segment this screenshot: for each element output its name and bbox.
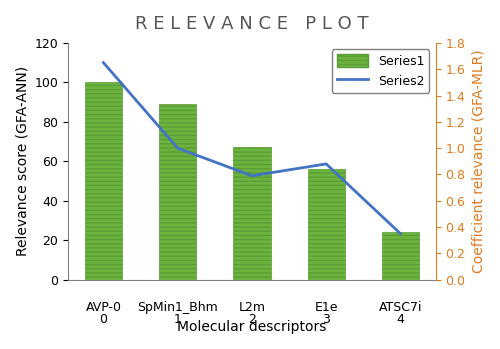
Text: E1e: E1e	[314, 302, 338, 314]
Text: 0: 0	[100, 313, 108, 326]
Bar	[159, 104, 196, 280]
Text: 2: 2	[248, 313, 256, 326]
X-axis label: Molecular descriptors: Molecular descriptors	[177, 320, 326, 334]
Text: L2m: L2m	[238, 302, 266, 314]
Text: 1: 1	[174, 313, 182, 326]
Bar	[234, 148, 270, 280]
Legend: Series1, Series2: Series1, Series2	[332, 49, 430, 92]
Text: 4: 4	[396, 313, 404, 326]
Bar	[308, 169, 345, 280]
Text: 3: 3	[322, 313, 330, 326]
Text: SpMin1_Bhm: SpMin1_Bhm	[138, 302, 218, 314]
Text: ATSC7i: ATSC7i	[378, 302, 422, 314]
Text: AVP-0: AVP-0	[86, 302, 122, 314]
Y-axis label: Coefficient relevance (GFA-MLR): Coefficient relevance (GFA-MLR)	[471, 50, 485, 273]
Bar	[382, 232, 419, 280]
Bar	[85, 82, 122, 280]
Title: R E L E V A N C E   P L O T: R E L E V A N C E P L O T	[135, 15, 369, 33]
Y-axis label: Relevance score (GFA-ANN): Relevance score (GFA-ANN)	[15, 66, 29, 257]
